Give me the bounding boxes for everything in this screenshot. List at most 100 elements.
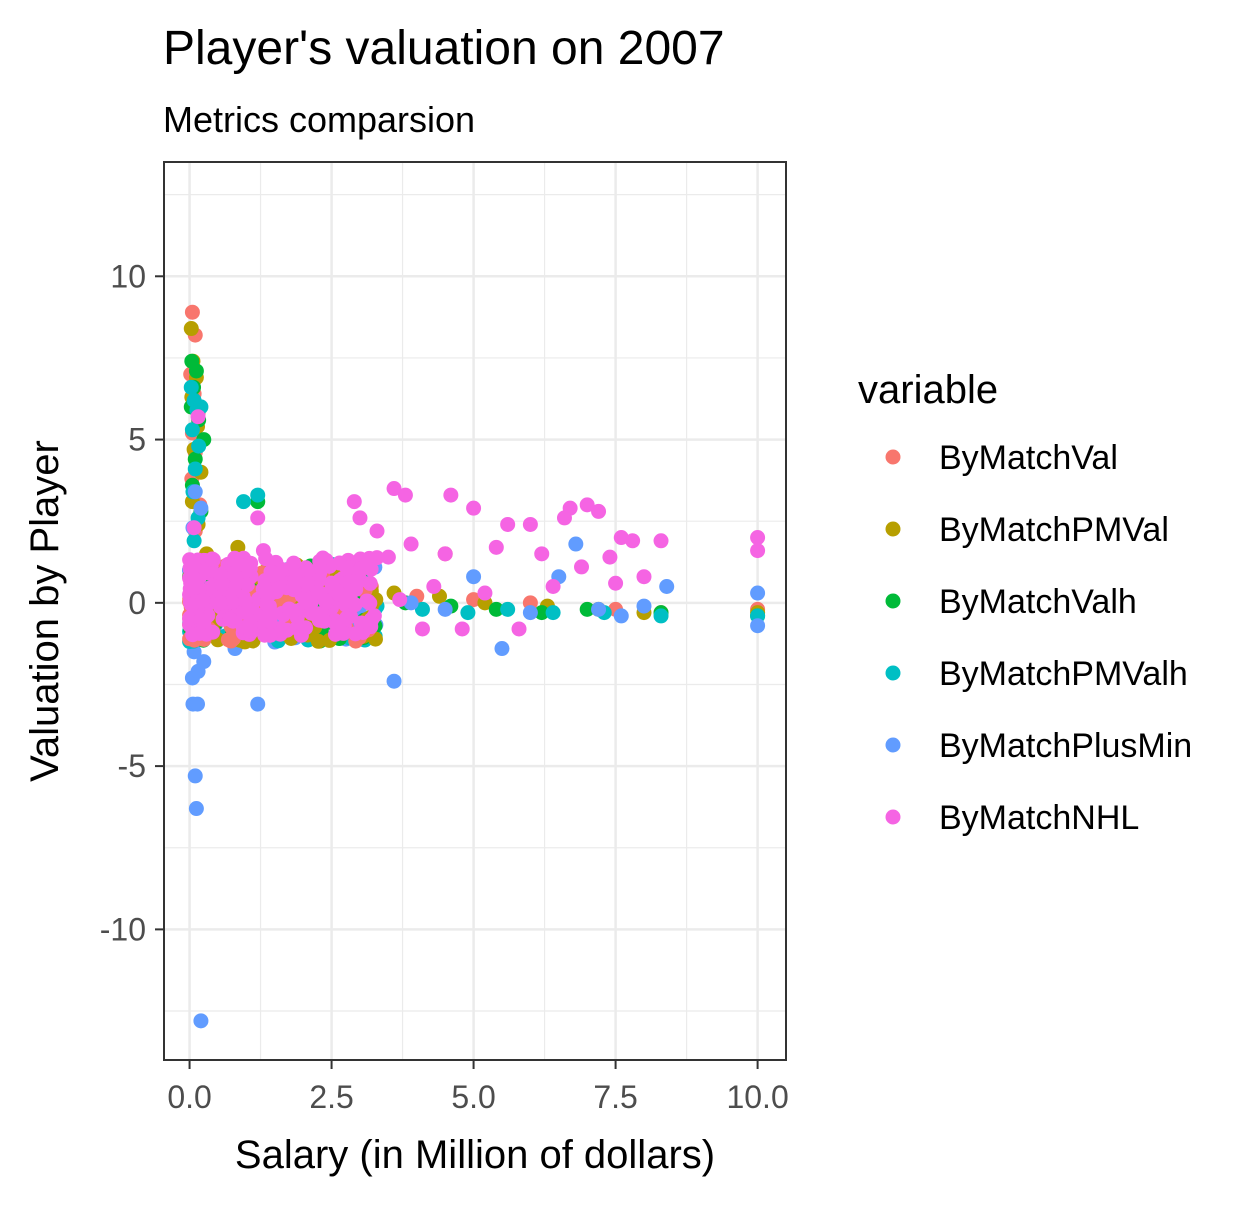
data-point	[184, 422, 200, 438]
data-point	[602, 549, 618, 565]
cluster-point	[272, 580, 288, 596]
data-point	[608, 575, 624, 591]
legend-key-icon	[885, 665, 901, 681]
data-point	[522, 516, 538, 532]
data-point	[397, 487, 413, 503]
data-point	[466, 569, 482, 585]
data-point	[403, 595, 419, 611]
cluster-point	[184, 597, 200, 613]
cluster-point	[239, 577, 255, 593]
data-point	[574, 559, 590, 575]
cluster-point	[185, 555, 201, 571]
data-point	[522, 605, 538, 621]
legend-key-icon	[885, 521, 901, 537]
cluster-point	[331, 586, 347, 602]
legend-label: ByMatchValh	[939, 583, 1137, 621]
data-point	[568, 536, 584, 552]
data-point	[750, 585, 766, 601]
cluster-point	[243, 623, 259, 639]
data-point	[352, 510, 368, 526]
y-tick-label: 10	[110, 258, 146, 294]
cluster-point	[286, 603, 302, 619]
cluster-point	[286, 555, 302, 571]
data-point	[477, 585, 493, 601]
data-point	[188, 363, 204, 379]
legend: variable ByMatchValByMatchPMValByMatchVa…	[858, 368, 1192, 837]
cluster-point	[238, 604, 254, 620]
x-tick-label: 10.0	[726, 1079, 788, 1115]
cluster-point	[362, 575, 378, 591]
cluster-point	[317, 592, 333, 608]
data-point	[511, 621, 527, 637]
legend-key-icon	[885, 593, 901, 609]
legend-title: variable	[858, 368, 998, 412]
data-point	[183, 321, 199, 337]
data-point	[188, 801, 204, 817]
legend-label: ByMatchPlusMin	[939, 727, 1192, 765]
y-tick-label: 5	[128, 422, 146, 458]
data-point	[750, 543, 766, 559]
data-point	[190, 696, 206, 712]
data-point	[488, 601, 504, 617]
data-point	[591, 601, 607, 617]
data-point	[500, 516, 516, 532]
data-point	[625, 533, 641, 549]
data-point	[534, 605, 550, 621]
data-point	[183, 379, 199, 395]
data-point	[184, 304, 200, 320]
legend-label: ByMatchNHL	[939, 799, 1139, 837]
data-point	[653, 533, 669, 549]
data-point	[380, 549, 396, 565]
y-tick-label: 0	[128, 585, 146, 621]
cluster-point	[287, 572, 303, 588]
data-point	[500, 601, 516, 617]
axis-layer: 0.0 2.5 5.0 7.5 10.0 -10 -5 0 5 10	[100, 258, 789, 1115]
data-point	[460, 605, 476, 621]
data-point	[437, 601, 453, 617]
cluster-point	[335, 625, 351, 641]
data-point	[750, 530, 766, 546]
data-point	[636, 569, 652, 585]
data-point	[196, 654, 212, 670]
chart-subtitle: Metrics comparsion	[163, 99, 475, 140]
data-point	[636, 598, 652, 614]
cluster-point	[363, 619, 379, 635]
cluster-point	[316, 613, 332, 629]
y-tick-label: -10	[100, 911, 146, 947]
panel-border	[163, 161, 787, 1061]
cluster-point	[196, 613, 212, 629]
cluster-point	[300, 575, 316, 591]
data-point	[414, 601, 430, 617]
cluster-point	[182, 611, 198, 627]
cluster-point	[220, 632, 236, 648]
data-point	[579, 601, 595, 617]
cluster-point	[361, 550, 377, 566]
legend-key-icon	[885, 737, 901, 753]
data-point	[494, 641, 510, 657]
data-point	[562, 500, 578, 516]
data-point	[236, 494, 252, 510]
cluster-point	[241, 556, 257, 572]
cluster-point	[348, 581, 364, 597]
cluster-point	[226, 581, 242, 597]
data-point	[191, 438, 207, 454]
data-point	[414, 621, 430, 637]
cluster-point	[262, 627, 278, 643]
data-point	[403, 536, 419, 552]
cluster-point	[192, 625, 208, 641]
data-point	[426, 579, 442, 595]
cluster-point	[263, 564, 279, 580]
cluster-point	[347, 597, 363, 613]
cluster-point	[213, 595, 229, 611]
data-point	[187, 461, 203, 477]
data-point	[466, 500, 482, 516]
cluster-point	[312, 553, 328, 569]
legend-key-icon	[885, 449, 901, 465]
cluster-point	[293, 627, 309, 643]
x-tick-label: 2.5	[309, 1079, 353, 1115]
data-point	[187, 484, 203, 500]
data-point	[534, 546, 550, 562]
cluster-point	[259, 597, 275, 613]
cluster-point	[237, 593, 253, 609]
